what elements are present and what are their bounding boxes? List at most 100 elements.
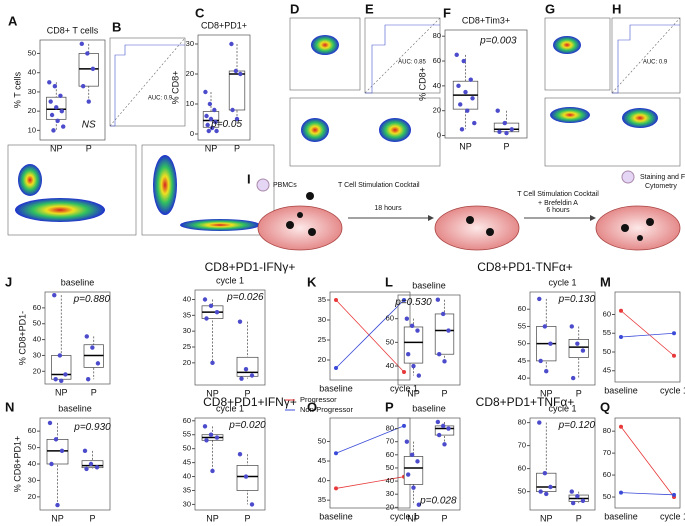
plot-frame (39, 39, 106, 141)
data-point (405, 472, 411, 477)
y-tick-label: 55 (183, 430, 191, 439)
y-tick-label: 35 (318, 495, 326, 504)
data-point (59, 108, 65, 114)
y-tick-label: 40 (183, 294, 191, 303)
x-tick-label: P (441, 513, 447, 523)
y-tick-label: 60 (183, 416, 191, 425)
flow-plots (7, 17, 681, 236)
data-point (436, 352, 442, 357)
data-point (580, 498, 586, 503)
data-point (440, 311, 446, 317)
line-point (402, 423, 406, 428)
x-tick-label: baseline (604, 385, 638, 395)
data-point (409, 323, 415, 328)
section-header: CD8+PD1-TNFα+ (477, 260, 573, 274)
y-tick-label: 50 (518, 487, 526, 496)
chart-title: CD8+ T cells (47, 25, 99, 35)
panel-letter: J (5, 274, 12, 289)
plot-frame (194, 417, 266, 511)
y-tick-label: 60 (518, 304, 526, 313)
panel-letter: B (112, 19, 121, 34)
data-point (458, 102, 463, 107)
data-point (446, 328, 451, 333)
data-point (54, 105, 59, 110)
data-point (51, 128, 56, 133)
y-axis-label: % CD8+PD1- (17, 311, 27, 365)
auc-label: AUC: 0.9 (148, 96, 173, 102)
plot-frame (529, 417, 596, 511)
line-point (402, 298, 406, 302)
legend-label: Progressor (300, 395, 337, 404)
auc-label: AUC: 0.85 (398, 60, 426, 66)
y-tick-label: 40 (433, 81, 441, 90)
line (620, 310, 675, 357)
y-tick-label: 70 (603, 448, 611, 457)
data-point (214, 435, 220, 440)
y-tick-label: 50 (603, 492, 611, 501)
data-point (497, 129, 502, 134)
y-tick-label: 40 (33, 335, 41, 344)
x-tick-label: P (89, 513, 95, 523)
y-tick-label: 30 (28, 475, 36, 484)
y-tick-label: 50 (318, 436, 326, 445)
data-point (202, 424, 208, 429)
plot-frame (614, 291, 681, 383)
plot-frame (197, 34, 251, 141)
section-header: CD8+PD1+TNFα+ (476, 395, 575, 409)
data-point (416, 373, 422, 378)
y-tick-label: 10 (186, 99, 194, 108)
y-tick-label: 70 (518, 441, 526, 450)
annotation: p=0.020 (228, 420, 266, 431)
y-tick-label: 60 (386, 450, 394, 459)
data-point (210, 360, 215, 366)
line-point (334, 366, 338, 370)
chart-title: baseline (58, 403, 92, 413)
box (403, 456, 424, 485)
data-point (61, 124, 66, 129)
y-tick-label: 0 (190, 129, 194, 138)
y-tick-label: 50 (28, 443, 36, 452)
chart-title: baseline (61, 277, 95, 287)
y-tick-label: 35 (183, 310, 191, 319)
panel-letter: E (365, 1, 374, 16)
line-point (619, 490, 623, 495)
data-point (415, 328, 420, 333)
diagram-text: PBMCs (273, 182, 297, 189)
x-tick-label: P (234, 143, 240, 153)
y-tick-label: 20 (186, 69, 194, 78)
data-point (55, 118, 60, 123)
data-point (205, 122, 210, 128)
y-tick-label: 20 (318, 355, 326, 364)
line (335, 299, 405, 369)
data-point (55, 502, 60, 508)
box (568, 339, 589, 358)
data-point (52, 83, 58, 89)
data-point (52, 292, 57, 298)
line-point (402, 370, 406, 374)
data-point (544, 369, 549, 374)
data-point (454, 52, 459, 58)
diagram-text: + Brefeldin A (538, 200, 578, 207)
x-tick-label: P (244, 513, 250, 523)
y-tick-label: 60 (603, 470, 611, 479)
y-tick-label: 40 (518, 373, 526, 382)
line-point (619, 424, 623, 429)
y-tick-label: 80 (386, 423, 394, 432)
x-tick-label: cycle 1 (660, 511, 685, 521)
annotation: p=0.028 (419, 495, 457, 506)
data-point (495, 108, 500, 113)
x-tick-label: NP (206, 388, 219, 398)
data-point (234, 116, 240, 122)
chart-title: CD8+PD1+ (201, 20, 247, 30)
y-tick-label: 80 (518, 418, 526, 427)
annotation: p=0.880 (73, 294, 111, 305)
data-point (405, 352, 411, 357)
panel-letter: C (195, 5, 205, 20)
data-point (243, 474, 249, 479)
x-tick-label: NP (540, 388, 553, 398)
data-point (90, 66, 96, 72)
data-point (472, 120, 477, 126)
data-point (435, 297, 441, 302)
x-tick-label: NP (407, 513, 420, 523)
x-tick-label: baseline (319, 383, 353, 393)
